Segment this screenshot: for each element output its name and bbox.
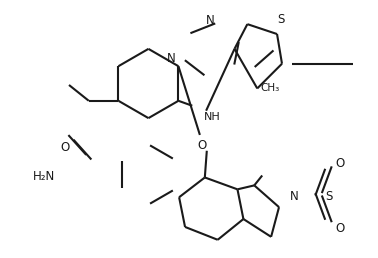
Text: S: S	[277, 13, 285, 26]
Text: CH₃: CH₃	[260, 83, 280, 93]
Text: NH: NH	[203, 112, 220, 122]
Text: O: O	[336, 157, 345, 170]
Text: N: N	[205, 14, 214, 27]
Text: O: O	[336, 222, 345, 235]
Text: O: O	[60, 141, 70, 154]
Text: N: N	[167, 52, 175, 65]
Text: N: N	[290, 190, 298, 203]
Text: H₂N: H₂N	[33, 171, 55, 183]
Text: S: S	[325, 190, 332, 203]
Text: O: O	[198, 139, 207, 152]
